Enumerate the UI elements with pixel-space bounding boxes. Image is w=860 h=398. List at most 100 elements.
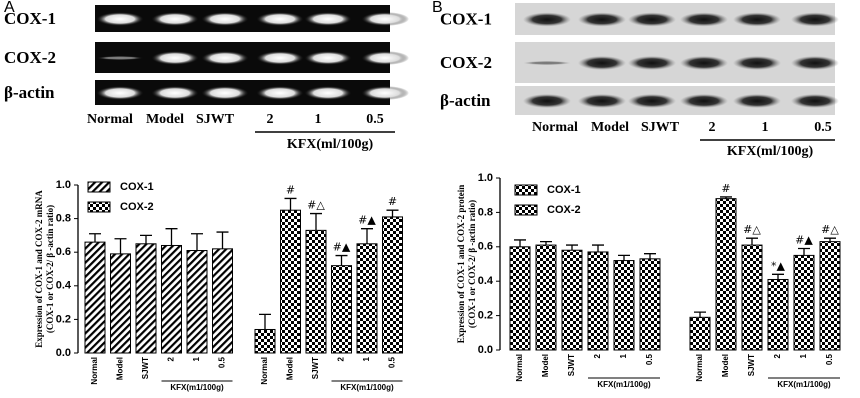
annotation: #▲ (358, 214, 376, 227)
annotation: # (721, 182, 730, 195)
lane-label: 0.5 (366, 112, 384, 127)
bar (280, 209, 301, 354)
lane-label: Normal (87, 112, 133, 127)
lane-label: Model (146, 112, 184, 127)
blot-band (256, 86, 304, 100)
bar (161, 244, 182, 354)
blot-band (96, 86, 144, 100)
blot-band (151, 51, 199, 65)
blot-band (733, 12, 781, 27)
bar (535, 244, 557, 351)
error-bar (259, 313, 271, 330)
x-tick-label: Normal (90, 357, 99, 385)
bar (715, 198, 737, 351)
legend-swatch (514, 184, 538, 196)
blot-row-label: COX-1 (440, 9, 492, 28)
group-label: KFX(ml/100g) (727, 144, 814, 159)
x-tick-label: Model (116, 357, 125, 380)
legend-label: COX-2 (120, 201, 154, 213)
blot-band (96, 12, 144, 26)
blot-band (304, 86, 352, 100)
blot-band (201, 12, 249, 26)
x-tick-label: 0.5 (645, 353, 654, 365)
error-bar (618, 254, 630, 261)
blot-band (201, 51, 249, 65)
y-tick-label: 0.2 (478, 310, 493, 322)
error-bar (361, 228, 373, 244)
y-tick-label: 1.0 (478, 172, 493, 184)
y-axis-label: Expression of COX-1 and COX-2 mRNA (34, 190, 44, 348)
legend-label: COX-1 (120, 181, 154, 193)
error-bar (720, 196, 732, 199)
x-tick-label: 1 (192, 356, 201, 361)
error-bar (89, 233, 101, 243)
x-tick-label: SJWT (747, 354, 756, 376)
bar (793, 254, 815, 351)
annotation: #▲ (333, 241, 351, 254)
blot-band (361, 86, 409, 100)
legend-swatch (87, 181, 111, 193)
blot-band (151, 12, 199, 26)
lane-label: Model (591, 120, 629, 135)
blot-band (628, 56, 676, 70)
x-tick-label: 2 (773, 353, 782, 358)
x-tick-label: 0.5 (825, 353, 834, 365)
blot-row-label: COX-2 (440, 53, 492, 72)
error-bar (798, 247, 810, 256)
y-tick-label: 0.8 (56, 213, 71, 225)
blot-row-label: β-actin (440, 91, 491, 110)
x-tick-label: 2 (167, 356, 176, 361)
group-label: KFX(m1/100g) (170, 383, 224, 392)
bar (382, 216, 403, 354)
bar (561, 249, 583, 351)
bar (254, 328, 276, 354)
bar (639, 258, 661, 351)
y-tick-label: 0.2 (56, 313, 71, 325)
annotation: *▲ (771, 259, 786, 272)
blot-band (791, 12, 839, 27)
blot-row-label: COX-2 (4, 48, 56, 67)
group-label: KFX(m1/100g) (597, 380, 651, 389)
blot-band (628, 94, 676, 108)
lane-label: 2 (267, 112, 274, 127)
lane-label: 0.5 (814, 120, 832, 135)
x-tick-label: 0.5 (388, 356, 397, 368)
bar (741, 244, 763, 351)
lane-label: Normal (532, 120, 578, 135)
lane-label: 1 (762, 120, 769, 135)
legend-swatch (87, 201, 111, 213)
panel-label: A (4, 0, 15, 16)
error-bar (165, 228, 178, 246)
annotation: # (388, 195, 397, 208)
error-bar (824, 237, 836, 242)
annotation: #△ (307, 199, 325, 212)
blot-band (304, 12, 352, 26)
error-bar (694, 311, 706, 318)
panel-label: B (432, 0, 443, 16)
y-axis-label: Expression of COX-1 and COX-2 protein (456, 185, 466, 343)
bar (587, 251, 609, 351)
x-tick-label: Model (286, 357, 295, 380)
blot-band (304, 51, 352, 65)
group-label: KFX(ml/100g) (287, 137, 374, 152)
error-bar (566, 244, 578, 251)
blot-band (733, 94, 781, 108)
blot-band (361, 51, 409, 65)
error-bar (114, 238, 127, 254)
error-bar (191, 233, 203, 251)
y-tick-label: 0.0 (478, 344, 493, 356)
error-bar (772, 273, 784, 280)
group-label: KFX(m1/100g) (777, 380, 831, 389)
bar (331, 265, 352, 354)
blot-band (733, 56, 781, 70)
lane-label: SJWT (196, 112, 235, 127)
blot-band (791, 94, 839, 108)
x-tick-label: Normal (260, 357, 269, 385)
error-bar (140, 234, 152, 244)
blot-band (628, 12, 676, 27)
blot-row-label: β-actin (4, 83, 55, 102)
bar (186, 250, 208, 354)
error-bar (514, 239, 526, 247)
legend-label: COX-1 (547, 184, 581, 196)
